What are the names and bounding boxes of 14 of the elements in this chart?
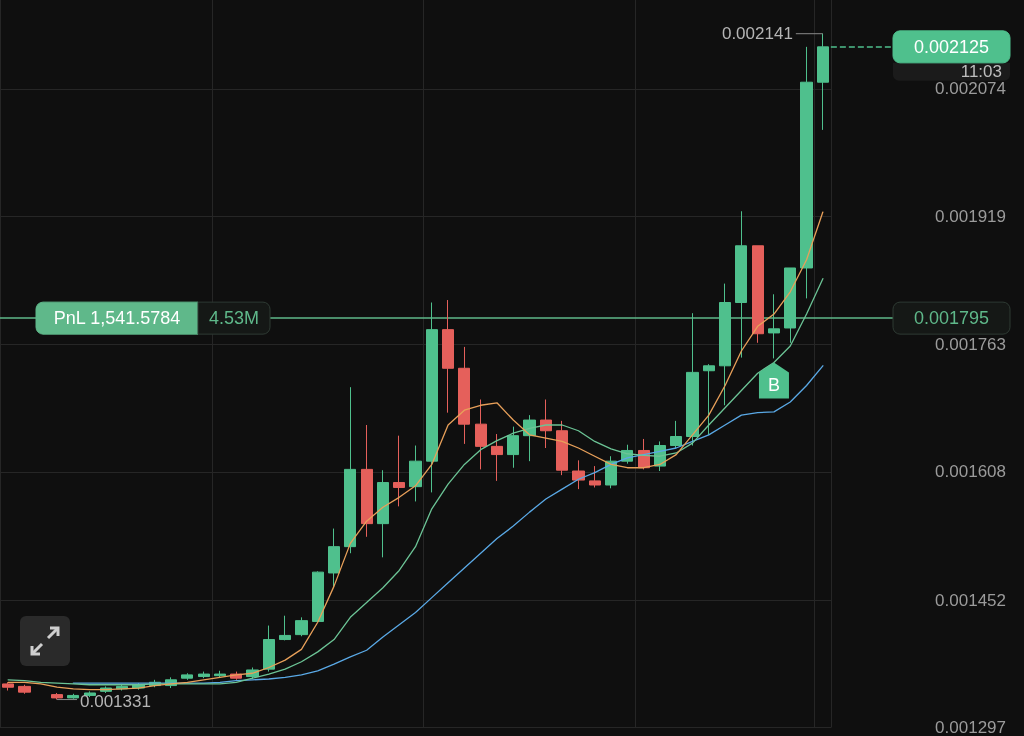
annotation: 0.002141 [721,24,793,44]
y-tick-label: 0.001763 [935,334,1006,354]
annotation: 0.001331 [80,692,151,712]
ref-line-label: 0.001795 [913,308,990,329]
y-tick-label: 0.001297 [935,718,1006,736]
y-tick-label: 0.001452 [935,590,1006,610]
text: 11:03 [960,62,1002,82]
y-tick-label: 0.001608 [935,462,1006,482]
ref-line-label: 0.002125 [913,36,990,57]
annotation: 4.53M [208,308,260,329]
annotation: B [767,375,780,396]
y-tick-label: 0.002074 [935,79,1006,99]
annotation: PnL 1,541.5784 [53,308,181,329]
y-tick-label: 0.001919 [935,206,1006,226]
